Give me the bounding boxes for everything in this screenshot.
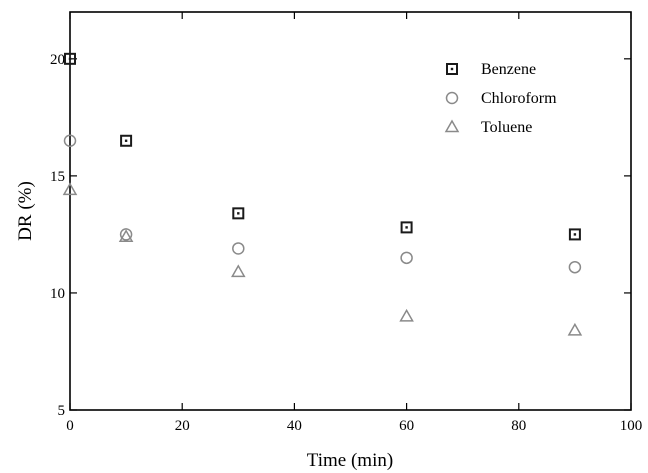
axis-ticks: 0 20 40 60 80 100 5 10 15 20	[50, 12, 642, 434]
plot-frame	[69, 11, 632, 411]
x-tick-label: 0	[66, 418, 74, 434]
benzene-point-center	[573, 233, 577, 236]
toluene-point	[567, 322, 583, 336]
benzene-point-center	[405, 226, 408, 229]
legend: Benzene Chloroform Toluene	[444, 61, 557, 136]
chloroform-point	[400, 251, 413, 265]
benzene-point-center	[68, 57, 72, 61]
toluene-point	[118, 229, 134, 243]
chloroform-point	[63, 134, 77, 148]
legend-toluene-label: Toluene	[481, 119, 532, 136]
legend-chloroform-label: Chloroform	[481, 90, 557, 107]
y-tick-label: 15	[50, 169, 65, 185]
x-tick-label: 20	[175, 418, 190, 434]
legend-chloroform-marker	[445, 91, 459, 105]
toluene-point	[231, 264, 246, 278]
y-tick-label: 20	[50, 52, 65, 68]
benzene-point	[568, 228, 581, 241]
legend-benzene-marker-center	[450, 67, 454, 71]
x-axis-title: Time (min)	[307, 450, 393, 471]
legend-benzene-marker	[446, 63, 458, 75]
y-tick-label: 10	[50, 286, 65, 302]
x-tick-label: 40	[287, 418, 302, 434]
benzene-point	[232, 207, 245, 220]
data-marks	[62, 52, 583, 336]
toluene-point	[62, 182, 78, 196]
benzene-point	[400, 221, 413, 234]
toluene-point	[399, 308, 414, 322]
benzene-point-center	[237, 212, 240, 215]
x-tick-label: 60	[399, 418, 414, 434]
y-axis-title: DR (%)	[15, 181, 36, 241]
benzene-point	[64, 52, 76, 65]
legend-benzene-label: Benzene	[481, 61, 536, 78]
benzene-point	[120, 134, 133, 147]
chloroform-point	[119, 228, 133, 241]
benzene-point-center	[124, 139, 128, 142]
chloroform-point	[568, 260, 582, 274]
x-tick-label: 80	[511, 418, 526, 434]
x-tick-label: 100	[620, 418, 643, 434]
chloroform-point	[232, 242, 245, 255]
legend-toluene-marker	[444, 119, 460, 133]
y-tick-label: 5	[58, 403, 66, 419]
